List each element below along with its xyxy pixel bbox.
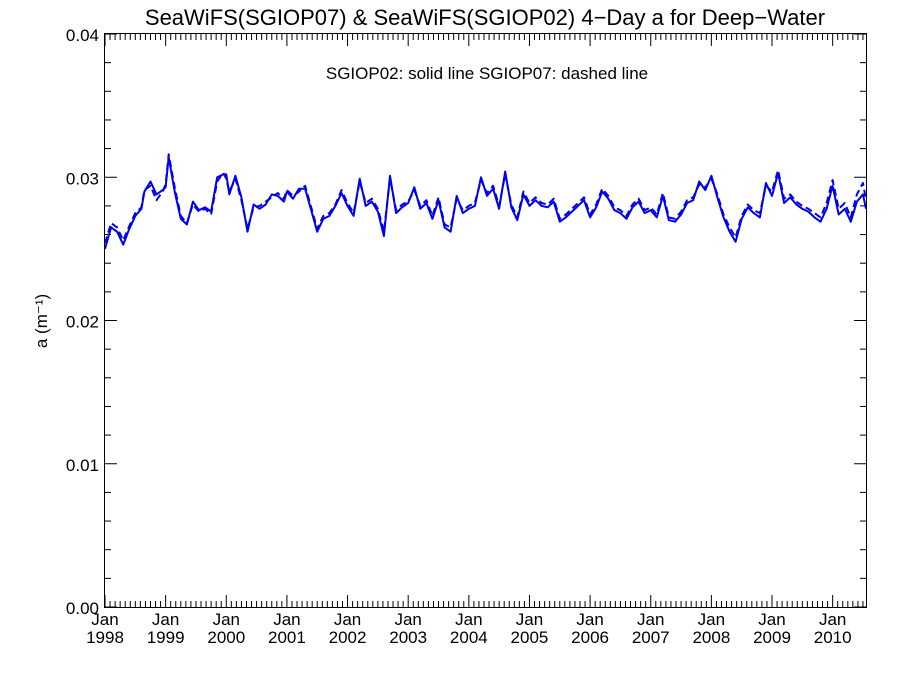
y-tick-label: 0.03 bbox=[66, 169, 99, 188]
x-tick-year-label: 2005 bbox=[511, 628, 549, 647]
y-ticks-group: 0.00 0.01 0.02 0.03 0.04 bbox=[66, 26, 866, 618]
series-line-sgiop02 bbox=[104, 156, 867, 250]
x-tick-year-label: 2009 bbox=[753, 628, 791, 647]
x-tick-year-label: 2010 bbox=[814, 628, 852, 647]
x-tick-month-label: Jan bbox=[152, 610, 179, 629]
y-tick-label: 0.02 bbox=[66, 313, 99, 332]
x-tick-year-label: 2007 bbox=[632, 628, 670, 647]
y-tick-label: 0.01 bbox=[66, 456, 99, 475]
legend-text: SGIOP02: solid line SGIOP07: dashed line bbox=[326, 64, 648, 83]
x-tick-year-label: 2000 bbox=[207, 628, 245, 647]
plot-area bbox=[104, 153, 867, 250]
x-tick-month-label: Jan bbox=[576, 610, 603, 629]
series-line-sgiop07 bbox=[104, 153, 867, 244]
x-tick-month-label: Jan bbox=[819, 610, 846, 629]
x-tick-month-label: Jan bbox=[455, 610, 482, 629]
plot-frame bbox=[104, 33, 867, 608]
x-tick-year-label: 2004 bbox=[450, 628, 488, 647]
x-tick-month-label: Jan bbox=[698, 610, 725, 629]
x-tick-year-label: 1999 bbox=[147, 628, 185, 647]
x-tick-year-label: 1998 bbox=[86, 628, 124, 647]
x-tick-month-label: Jan bbox=[273, 610, 300, 629]
x-ticks-group: Jan1998Jan1999Jan2000Jan2001Jan2002Jan20… bbox=[86, 34, 864, 647]
y-axis-label: a (m⁻¹) bbox=[32, 294, 51, 348]
y-tick-label: 0.00 bbox=[66, 599, 99, 618]
x-tick-year-label: 2002 bbox=[329, 628, 367, 647]
x-tick-year-label: 2003 bbox=[389, 628, 427, 647]
x-tick-year-label: 2001 bbox=[268, 628, 306, 647]
y-tick-label: 0.04 bbox=[66, 26, 99, 45]
x-tick-month-label: Jan bbox=[394, 610, 421, 629]
x-tick-month-label: Jan bbox=[758, 610, 785, 629]
x-tick-month-label: Jan bbox=[91, 610, 118, 629]
chart-title: SeaWiFS(SGIOP07) & SeaWiFS(SGIOP02) 4−Da… bbox=[145, 5, 825, 30]
x-tick-year-label: 2006 bbox=[571, 628, 609, 647]
x-tick-year-label: 2008 bbox=[692, 628, 730, 647]
x-tick-month-label: Jan bbox=[516, 610, 543, 629]
x-tick-month-label: Jan bbox=[334, 610, 361, 629]
x-tick-month-label: Jan bbox=[213, 610, 240, 629]
x-tick-month-label: Jan bbox=[637, 610, 664, 629]
